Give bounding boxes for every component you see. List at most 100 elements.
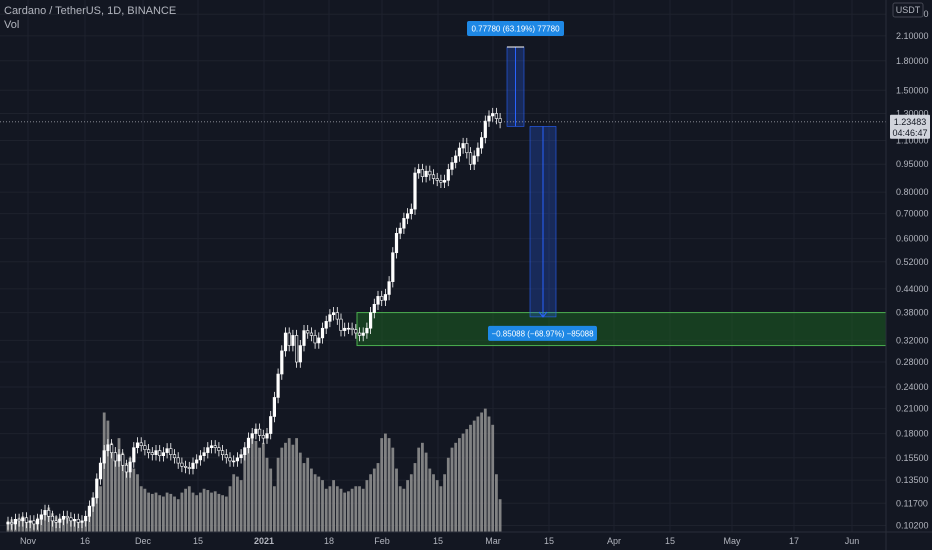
volume-bar [332,480,335,532]
candle-body [95,478,99,499]
candle-body [65,515,69,519]
candle-body [139,442,143,447]
volume-bar [247,442,250,532]
candle-body [350,327,354,330]
candle-body [361,332,365,336]
candle-body [368,312,373,329]
candle-body [487,115,491,122]
candle-body [324,321,328,329]
volume-bar [409,474,413,532]
candle-body [494,113,499,119]
volume-bar [343,492,347,532]
candle-body [158,450,162,456]
time-axis-bg [0,532,932,550]
candle-body [431,174,436,179]
candle-body [450,162,454,170]
volume-bar [317,476,321,532]
price-tick-label: 0.15500 [896,453,929,463]
candle-body [320,327,325,339]
candle-body [483,120,487,138]
volume-bar [187,486,191,532]
symbol-title: Cardano / TetherUS, 1D, BINANCE [4,5,177,17]
volume-bar [228,486,232,532]
candle-body [150,452,154,455]
volume-bar [99,486,102,532]
candle-body [335,312,339,320]
volume-bar [406,480,409,532]
candle-body [147,449,151,453]
candle-body [132,447,136,463]
volume-bar [139,486,143,532]
volume-bar [147,492,150,532]
candle-body [217,447,221,451]
price-tick-label: 0.95000 [896,159,929,169]
candle-body [106,444,110,451]
volume-bar [125,463,128,532]
candle-body [69,517,73,522]
price-tick-label: 0.32000 [896,335,929,345]
candle-body [257,428,262,436]
time-tick-label: Nov [20,536,37,546]
candle-body [13,518,18,525]
time-tick-label: 15 [433,536,443,546]
price-tick-label: 0.38000 [896,308,929,318]
candle-body [165,448,169,453]
candle-body [6,522,10,525]
candle-body [346,327,351,330]
candle-body [442,180,447,183]
candle-body [228,457,232,462]
time-tick-label: 15 [193,536,203,546]
volume-bar [165,492,169,532]
volume-bar [269,468,273,532]
volume-bar [184,488,187,532]
volume-bar [221,495,224,532]
volume-bar [117,438,121,532]
volume-bar [258,447,261,532]
volume-bar [417,447,421,532]
support-zone-rect[interactable] [356,312,887,347]
support-zone[interactable] [356,312,887,347]
volume-bar [291,444,295,532]
candle-body [224,454,228,459]
candle-body [61,515,66,520]
volume-bar [280,447,284,532]
price-tick-label: 0.13500 [896,475,929,485]
volume-bar [472,420,476,532]
candle-body [143,445,147,450]
candle-body [73,518,77,522]
candle-body [121,454,125,466]
volume-bar [158,495,162,532]
volume-bar [435,480,439,532]
volume-bar [213,491,217,532]
candle-body [254,428,258,434]
candle-body [24,517,29,523]
price-tick-label: 1.30000 [896,108,929,118]
candle-body [276,373,280,398]
volume-bar [354,486,358,532]
volume-bar [432,474,435,532]
candle-body [465,143,469,154]
candle-body [250,433,254,439]
candle-body [195,459,199,464]
volume-bar [395,468,398,532]
volume-bar [206,490,210,532]
volume-bar [487,416,491,532]
candle-body [213,445,217,448]
candle-body [365,327,369,334]
price-tick-label: 1.10000 [896,136,929,146]
volume-bar [391,447,395,532]
price-axis[interactable]: 2.400002.100001.800001.500001.300001.100… [886,0,932,550]
candle-body [172,454,177,459]
volume-bar [95,492,99,532]
price-projections[interactable]: 0.77780 (63.19%) 77780 −0.85088 (−68.97%)… [467,20,597,341]
volume-bar [421,442,424,532]
volume-bar [276,457,280,532]
currency-badge[interactable] [892,2,924,18]
candle-body [313,335,317,344]
candle-body [84,515,88,522]
candle-body [428,170,432,176]
volume-bar [480,412,483,532]
time-tick-label: Dec [135,536,152,546]
